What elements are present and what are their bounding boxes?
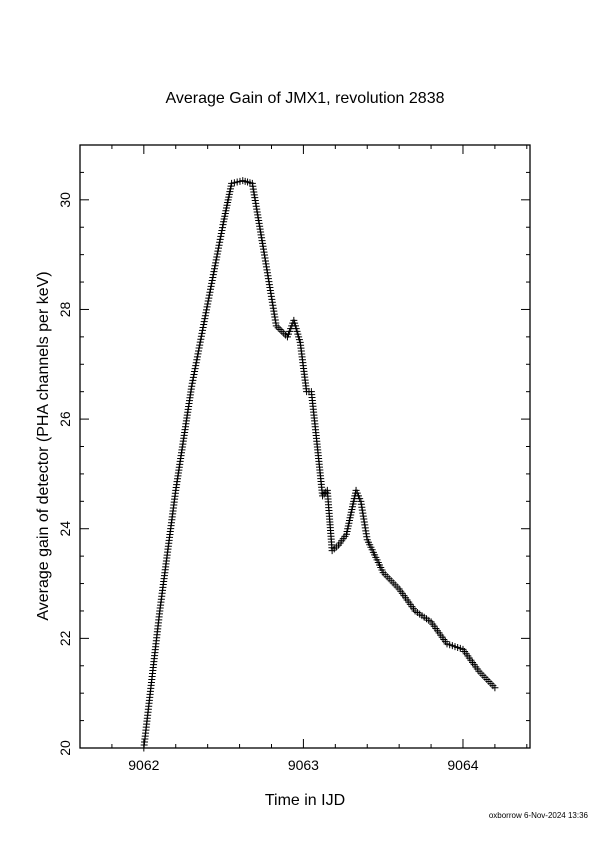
data-point: [193, 356, 201, 364]
y-tick-label: 30: [57, 192, 73, 208]
data-point: [209, 274, 217, 282]
data-point: [196, 341, 204, 349]
data-point: [203, 303, 211, 311]
y-tick-label: 22: [57, 630, 73, 646]
data-point: [208, 276, 216, 284]
data-point: [280, 329, 288, 337]
data-point: [215, 241, 223, 249]
data-point: [197, 332, 205, 340]
data-point: [208, 279, 216, 287]
data-point: [194, 350, 202, 358]
data-point: [214, 247, 222, 255]
data-point: [195, 347, 203, 355]
data-point: [210, 265, 218, 273]
data-point: [205, 294, 213, 302]
data-point: [212, 259, 220, 267]
data-point: [214, 244, 222, 252]
data-point: [188, 382, 196, 390]
data-point: [198, 329, 206, 337]
data-point: [217, 232, 225, 240]
data-markers: [140, 177, 499, 752]
data-point: [192, 362, 200, 370]
x-axis-label: Time in IJD: [265, 792, 345, 809]
data-point: [204, 297, 212, 305]
x-tick-label: 9062: [128, 757, 159, 773]
data-point: [201, 312, 209, 320]
data-point: [206, 288, 214, 296]
data-point: [213, 250, 221, 258]
data-point: [193, 353, 201, 361]
data-point: [200, 321, 208, 329]
plot-frame: [79, 144, 531, 749]
x-axis-tick-labels: 9062 9063 9064: [128, 757, 479, 773]
data-point: [211, 262, 219, 270]
data-point: [191, 365, 199, 373]
data-point: [191, 368, 199, 376]
data-point: [196, 338, 204, 346]
x-tick-label: 9063: [288, 757, 319, 773]
data-point: [278, 327, 286, 335]
data-point: [218, 224, 226, 232]
data-point: [209, 271, 217, 279]
y-tick-label: 28: [57, 301, 73, 317]
y-axis-ticks: [80, 144, 530, 749]
data-point: [204, 300, 212, 308]
data-point: [210, 268, 218, 276]
data-point: [195, 344, 203, 352]
data-point: [207, 282, 215, 290]
data-point: [199, 323, 207, 331]
data-point: [203, 306, 211, 314]
data-point: [272, 322, 280, 330]
data-point: [201, 315, 209, 323]
data-point: [276, 326, 284, 334]
data-point: [322, 488, 330, 496]
data-point: [188, 379, 196, 387]
data-point: [320, 490, 328, 498]
data-point: [190, 370, 198, 378]
data-point: [218, 227, 226, 235]
data-point: [189, 376, 197, 384]
data-point: [205, 291, 213, 299]
data-point: [207, 285, 215, 293]
data-point: [219, 221, 227, 229]
data-point: [189, 373, 197, 381]
data-point: [192, 359, 200, 367]
data-point: [491, 684, 499, 692]
y-tick-label: 20: [57, 740, 73, 756]
data-point: [200, 318, 208, 326]
data-point: [202, 309, 210, 317]
chart-title: Average Gain of JMX1, revolution 2838: [166, 90, 445, 107]
y-tick-label: 24: [57, 521, 73, 537]
data-point: [197, 335, 205, 343]
data-point: [217, 229, 225, 237]
data-point: [216, 238, 224, 246]
data-point: [216, 235, 224, 243]
y-axis-tick-labels: 20 22 24 26 28 30: [57, 192, 73, 756]
y-axis-label: Average gain of detector (PHA channels p…: [35, 271, 52, 620]
data-point: [212, 256, 220, 264]
x-tick-label: 9064: [447, 757, 478, 773]
x-axis-ticks: [79, 145, 528, 748]
y-tick-label: 26: [57, 411, 73, 427]
data-point: [199, 326, 207, 334]
footer-stamp: oxborrow 6-Nov-2024 13:36: [489, 811, 589, 820]
data-point: [213, 253, 221, 261]
